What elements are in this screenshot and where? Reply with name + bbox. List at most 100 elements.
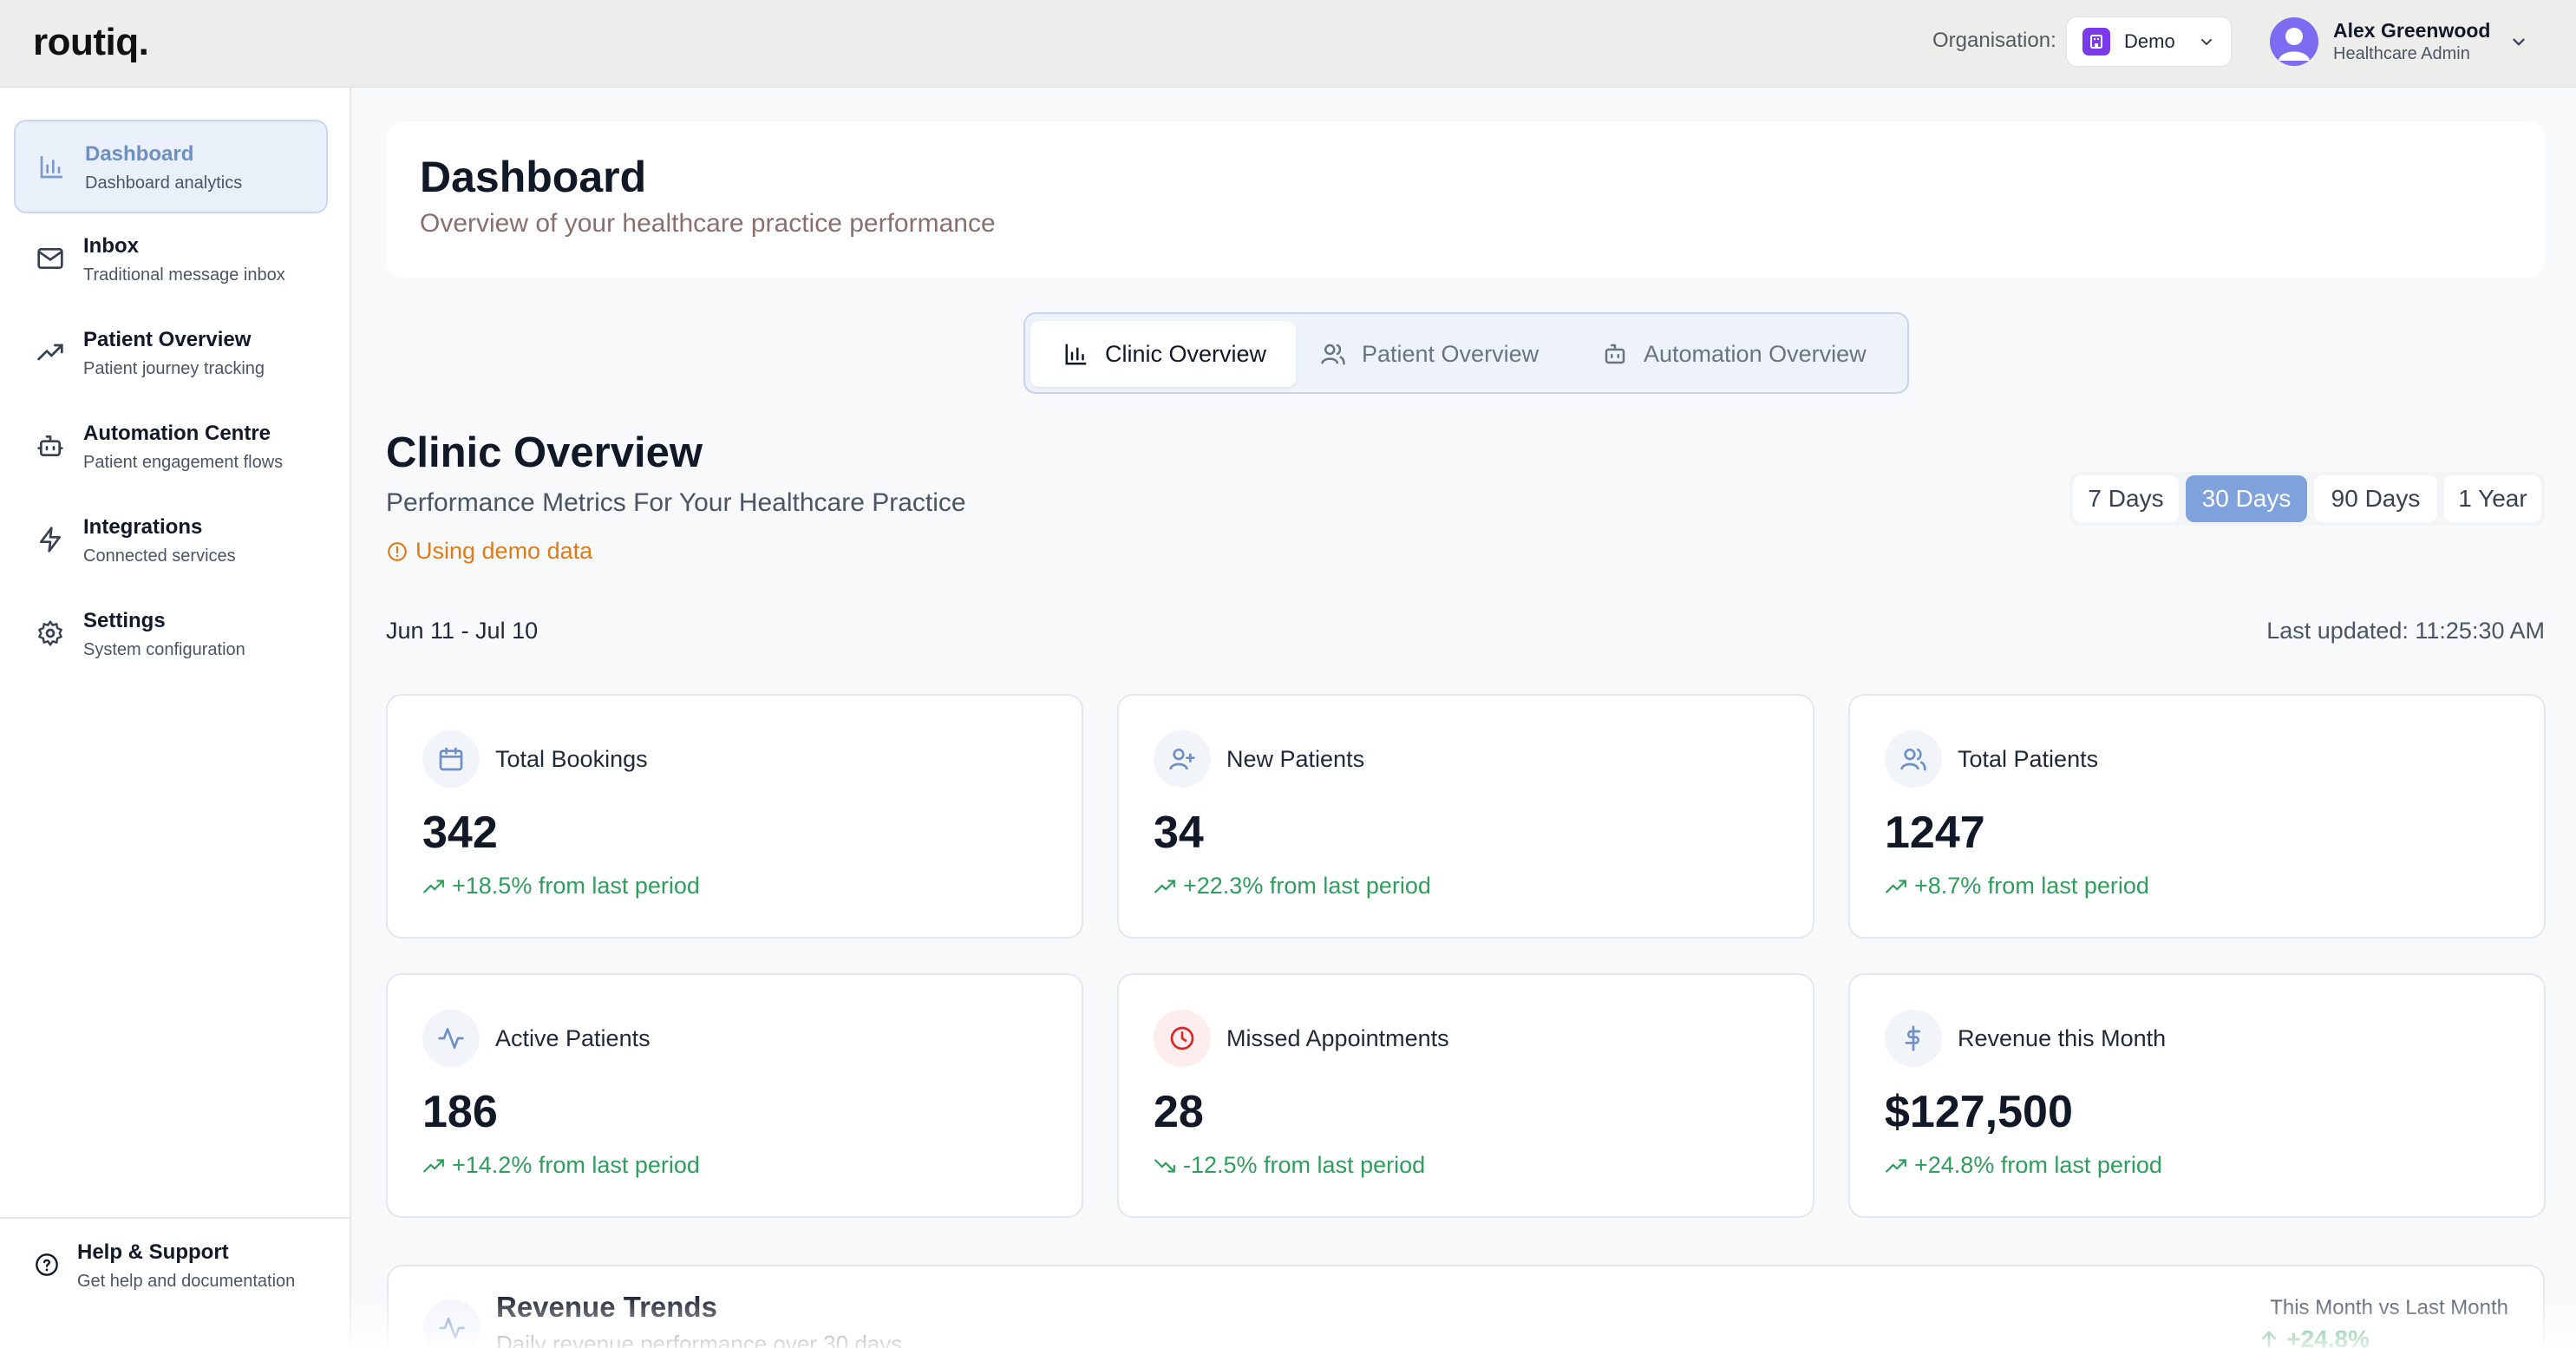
- chevron-down-icon: [2201, 39, 2212, 46]
- sidebar-item-title: Inbox: [83, 234, 139, 258]
- app-logo[interactable]: routiq.: [33, 21, 149, 63]
- organisation-value: Demo: [2124, 30, 2175, 52]
- range-30-days[interactable]: 30 Days: [2186, 475, 2307, 522]
- activity-icon: [422, 1010, 480, 1067]
- sidebar-item-patient-overview[interactable]: Patient Overview Patient journey trackin…: [14, 307, 328, 401]
- metric-trend-text: +24.8% from last period: [1914, 1152, 2162, 1178]
- tab-label: Automation Overview: [1644, 340, 1867, 367]
- metric-title: New Patients: [1226, 746, 1365, 772]
- metric-trend: +18.5% from last period: [422, 873, 700, 900]
- metric-card-active-patients: Active Patients 186 +14.2% from last per…: [386, 973, 1083, 1218]
- avatar[interactable]: [2270, 17, 2318, 66]
- page-header: Dashboard Overview of your healthcare pr…: [387, 121, 2545, 278]
- overview-tabs: Clinic Overview Patient Overview Automat…: [1023, 312, 1909, 394]
- metric-title: Total Bookings: [495, 746, 648, 772]
- sidebar-item-automation-centre[interactable]: Automation Centre Patient engagement flo…: [14, 401, 328, 494]
- trending-up-icon: [1886, 879, 1906, 893]
- metric-trend: +24.8% from last period: [1885, 1152, 2162, 1179]
- help-support-link[interactable]: Help & Support Get help and documentatio…: [0, 1217, 350, 1348]
- sidebar-item-subtitle: Traditional message inbox: [83, 265, 285, 285]
- metric-title: Total Patients: [1958, 746, 2099, 772]
- sidebar-item-inbox[interactable]: Inbox Traditional message inbox: [14, 213, 328, 307]
- trending-up-icon: [1886, 1158, 1906, 1173]
- sidebar-item-subtitle: Dashboard analytics: [85, 173, 243, 193]
- demo-data-text: Using demo data: [415, 538, 593, 564]
- metric-trend: +22.3% from last period: [1154, 873, 1431, 900]
- sidebar-item-title: Dashboard: [85, 142, 194, 166]
- tab-patient-overview[interactable]: Patient Overview: [1320, 321, 1589, 387]
- trending-up-icon: [37, 344, 63, 361]
- sidebar-item-subtitle: Patient engagement flows: [83, 453, 284, 472]
- metric-trend-text: -12.5% from last period: [1183, 1152, 1426, 1178]
- last-updated: Last updated: 11:25:30 AM: [2266, 618, 2545, 644]
- metric-title: Revenue this Month: [1958, 1025, 2167, 1051]
- revenue-trends-card: Revenue Trends Daily revenue performance…: [387, 1265, 2545, 1348]
- time-range-selector: 7 Days 30 Days 90 Days 1 Year: [2069, 472, 2545, 526]
- revenue-trends-title: Revenue Trends: [496, 1291, 717, 1323]
- metric-value: 342: [422, 808, 498, 858]
- sidebar-item-title: Settings: [83, 609, 166, 632]
- help-circle-icon: [36, 1253, 58, 1276]
- demo-data-notice: Using demo data: [386, 538, 592, 565]
- range-7-days[interactable]: 7 Days: [2073, 475, 2179, 522]
- page-title: Dashboard: [420, 153, 647, 201]
- metric-trend-text: +18.5% from last period: [452, 873, 700, 899]
- tab-clinic-overview[interactable]: Clinic Overview: [1030, 321, 1296, 387]
- zap-icon: [40, 527, 61, 553]
- bot-icon: [1605, 344, 1625, 364]
- metric-trend-text: +22.3% from last period: [1183, 873, 1431, 899]
- organisation-label: Organisation:: [1932, 29, 2056, 52]
- gear-icon: [38, 620, 62, 646]
- metric-card-new-patients: New Patients 34 +22.3% from last period: [1117, 694, 1814, 939]
- bar-chart-icon: [1065, 344, 1087, 365]
- sidebar-item-dashboard[interactable]: Dashboard Dashboard analytics: [14, 120, 328, 213]
- revenue-change-value: +24.8%: [2286, 1325, 2370, 1348]
- help-subtitle: Get help and documentation: [77, 1272, 296, 1291]
- user-name[interactable]: Alex Greenwood: [2333, 19, 2491, 42]
- metric-card-missed-appointments: Missed Appointments 28 -12.5% from last …: [1117, 973, 1814, 1218]
- sidebar-item-title: Automation Centre: [83, 422, 271, 445]
- bot-icon: [37, 435, 63, 456]
- metric-value: 28: [1154, 1087, 1204, 1137]
- help-title: Help & Support: [77, 1240, 229, 1264]
- metric-value: 1247: [1885, 808, 1985, 858]
- arrow-up-icon: [2262, 1331, 2277, 1348]
- range-1-year[interactable]: 1 Year: [2444, 475, 2541, 522]
- metric-value: 186: [422, 1087, 498, 1137]
- revenue-trends-subtitle: Daily revenue performance over 30 days: [496, 1331, 903, 1348]
- chevron-down-icon[interactable]: [2509, 33, 2528, 52]
- sidebar-item-title: Integrations: [83, 515, 203, 539]
- range-90-days[interactable]: 90 Days: [2314, 475, 2437, 522]
- user-plus-icon: [1154, 730, 1211, 788]
- metric-title: Missed Appointments: [1226, 1025, 1449, 1051]
- metric-card-revenue-month: Revenue this Month $127,500 +24.8% from …: [1848, 973, 2546, 1218]
- sidebar-item-integrations[interactable]: Integrations Connected services: [14, 494, 328, 588]
- metric-value: $127,500: [1885, 1087, 2073, 1137]
- date-range: Jun 11 - Jul 10: [386, 618, 539, 644]
- metric-trend: -12.5% from last period: [1154, 1152, 1425, 1179]
- trending-up-icon: [423, 1158, 444, 1173]
- mail-icon: [37, 248, 63, 269]
- metric-trend-text: +8.7% from last period: [1914, 873, 2149, 899]
- user-role: Healthcare Admin: [2333, 44, 2470, 63]
- sidebar-item-subtitle: System configuration: [83, 640, 245, 659]
- trending-down-icon: [1154, 1158, 1175, 1173]
- tab-automation-overview[interactable]: Automation Overview: [1602, 321, 1897, 387]
- metric-card-total-patients: Total Patients 1247 +8.7% from last peri…: [1848, 694, 2546, 939]
- sidebar-item-settings[interactable]: Settings System configuration: [14, 588, 328, 682]
- activity-icon: [423, 1299, 481, 1348]
- sidebar-item-subtitle: Patient journey tracking: [83, 359, 265, 378]
- organisation-select[interactable]: Demo: [2066, 16, 2232, 67]
- calendar-icon: [422, 730, 480, 788]
- clock-icon: [1154, 1010, 1211, 1067]
- metric-title: Active Patients: [495, 1025, 651, 1051]
- building-icon: [2082, 28, 2110, 56]
- revenue-compare-label: This Month vs Last Month: [2270, 1296, 2508, 1319]
- alert-circle-icon: [388, 541, 407, 561]
- trending-up-icon: [423, 879, 444, 893]
- users-icon: [1321, 344, 1345, 365]
- section-subtitle: Performance Metrics For Your Healthcare …: [386, 488, 966, 517]
- page-subtitle: Overview of your healthcare practice per…: [420, 209, 996, 238]
- dollar-icon: [1885, 1010, 1942, 1067]
- metric-trend: +8.7% from last period: [1885, 873, 2149, 900]
